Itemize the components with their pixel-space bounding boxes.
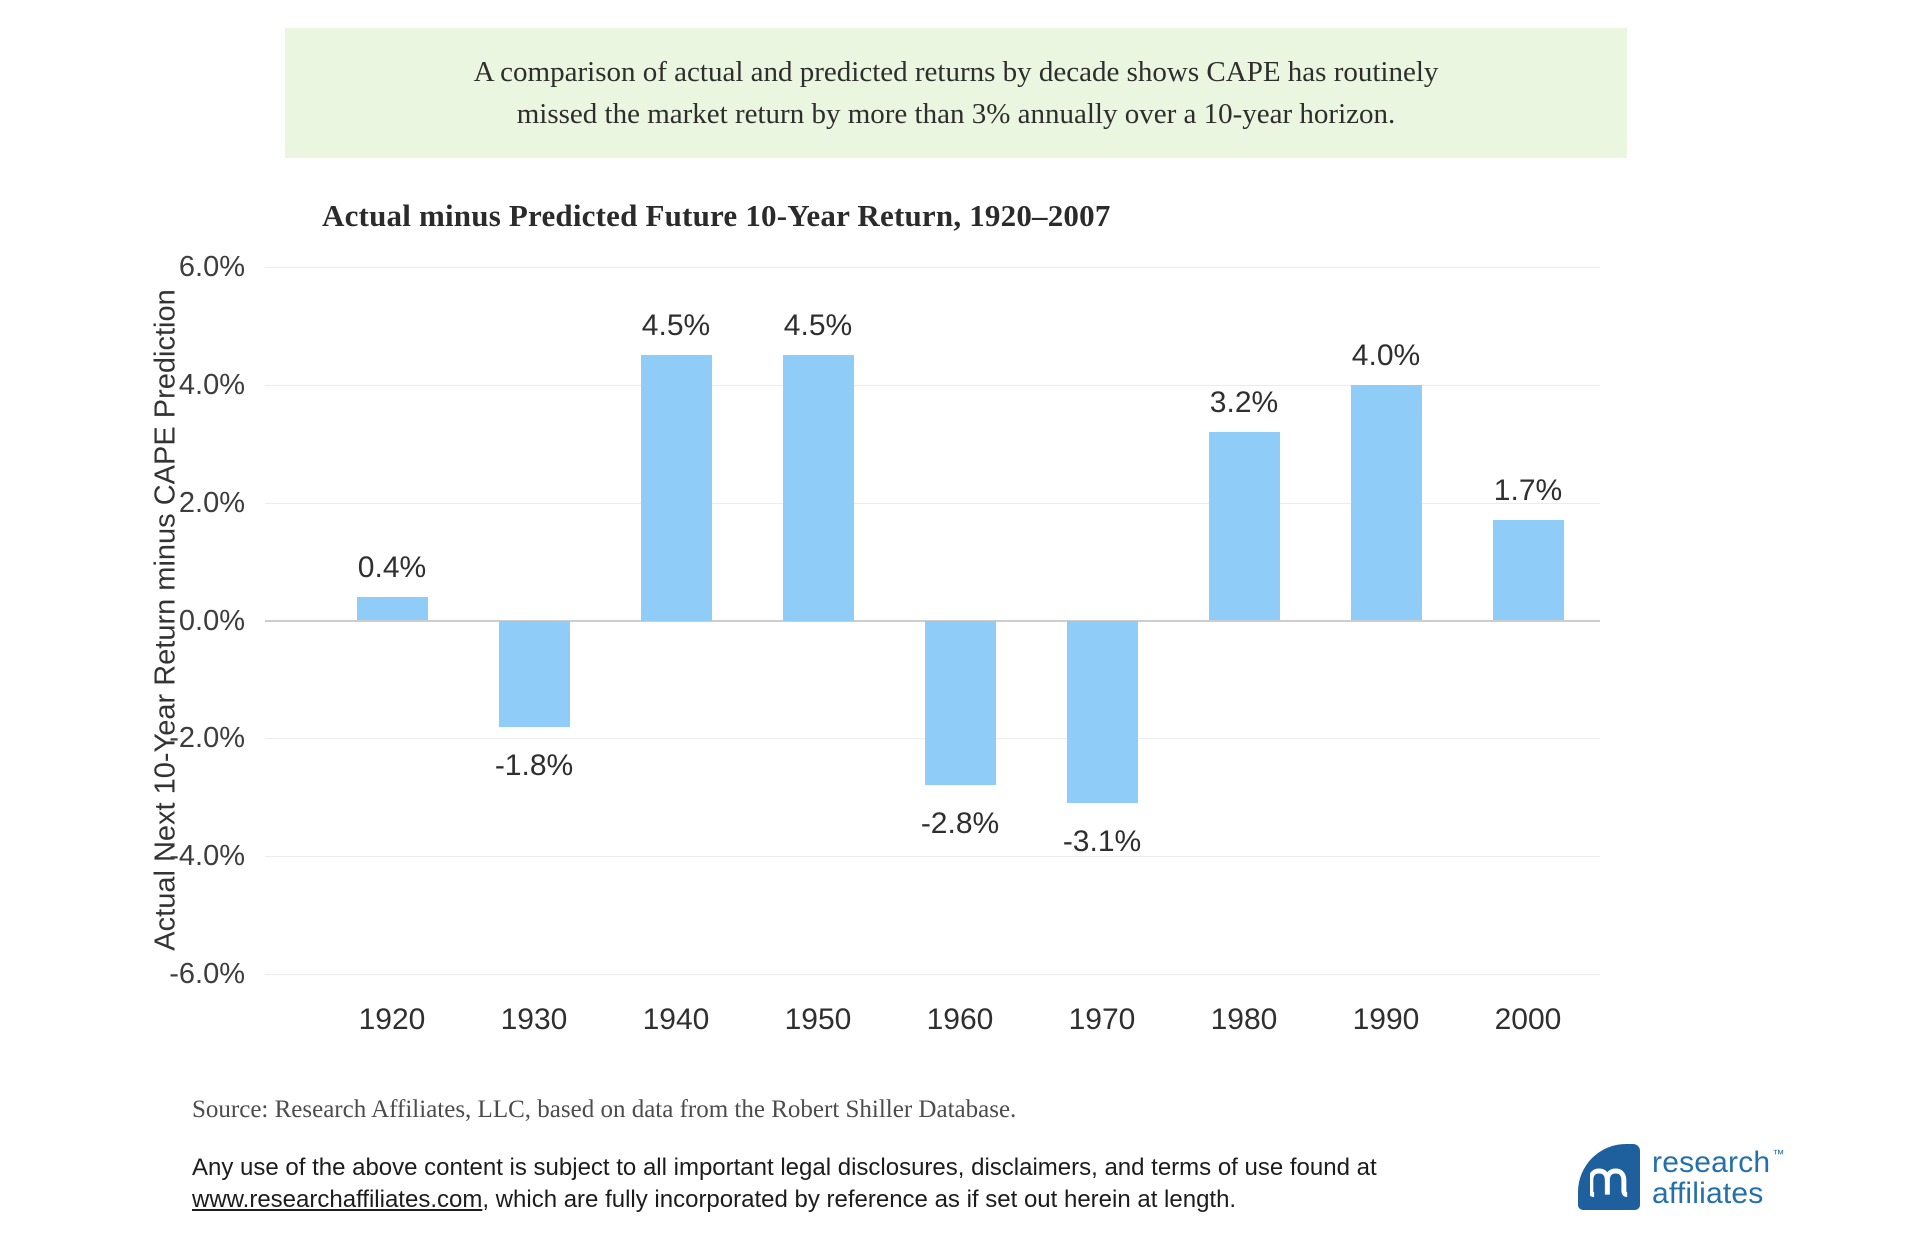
bar-value-label: 4.5% [641,309,711,343]
y-tick-label: -2.0% [169,722,245,755]
y-tick-label: -4.0% [169,840,245,873]
bar-value-label: 4.5% [783,309,853,343]
bar-value-label: 3.2% [1209,385,1279,419]
research-affiliates-logo: research ™ affiliates [1578,1144,1785,1210]
y-tick-label: 4.0% [178,368,245,401]
logo-word-research: research [1652,1146,1771,1179]
x-tick-label: 1960 [926,1003,994,1036]
x-tick-label: 1990 [1352,1003,1420,1036]
bar-value-label: -3.1% [1062,825,1142,859]
callout-banner: A comparison of actual and predicted ret… [285,28,1627,158]
research-affiliates-logo-mark-icon [1578,1144,1640,1210]
bar-1920 [356,596,428,621]
callout-line-2: missed the market return by more than 3%… [516,98,1396,130]
bar-value-label: 1.7% [1493,474,1563,508]
y-tick-label: -6.0% [169,958,245,990]
x-tick-label: 1970 [1068,1003,1136,1036]
bar-1980 [1208,431,1280,621]
ra-monogram-icon [1590,1168,1628,1198]
bar-2000 [1492,520,1564,621]
bar-value-label: 4.0% [1351,338,1421,372]
x-tick-label: 1950 [784,1003,852,1036]
source-attribution: Source: Research Affiliates, LLC, based … [192,1096,1017,1123]
gridline [265,856,1600,858]
bar-1950 [782,355,854,621]
bar-1960 [924,620,996,786]
bar-1970 [1066,620,1138,804]
chart-title: Actual minus Predicted Future 10-Year Re… [322,198,1111,233]
bar-1940 [640,355,712,621]
gridline [265,974,1600,975]
logo-wordmark: research ™ affiliates [1652,1146,1785,1210]
legal-text-part2: , which are fully incorporated by refere… [482,1185,1237,1213]
logo-word-affiliates: affiliates [1652,1176,1764,1210]
x-tick-label: 1940 [642,1003,710,1036]
x-tick-label: 1980 [1210,1003,1278,1036]
y-tick-label: 0.0% [178,604,245,637]
x-tick-label: 1930 [500,1003,568,1036]
bar-value-label: 0.4% [357,550,427,584]
legal-text-part1: Any use of the above content is subject … [192,1154,1377,1181]
legal-disclaimer: Any use of the above content is subject … [192,1152,1392,1216]
gridline [265,502,1600,504]
x-tick-label: 1920 [358,1003,426,1036]
callout-line-1: A comparison of actual and predicted ret… [473,55,1439,88]
bar-1990 [1350,384,1422,621]
gridline [265,267,1600,268]
trademark-symbol: ™ [1772,1147,1785,1161]
x-tick-label: 2000 [1494,1003,1562,1036]
researchaffiliates-link[interactable]: www.researchaffiliates.com [192,1185,483,1213]
y-tick-label: 6.0% [178,251,245,283]
bar-value-label: -2.8% [920,807,1000,841]
bar-1930 [498,620,570,727]
gridline [265,384,1600,386]
y-tick-label: 2.0% [178,486,245,519]
bar-value-label: -1.8% [494,748,574,782]
